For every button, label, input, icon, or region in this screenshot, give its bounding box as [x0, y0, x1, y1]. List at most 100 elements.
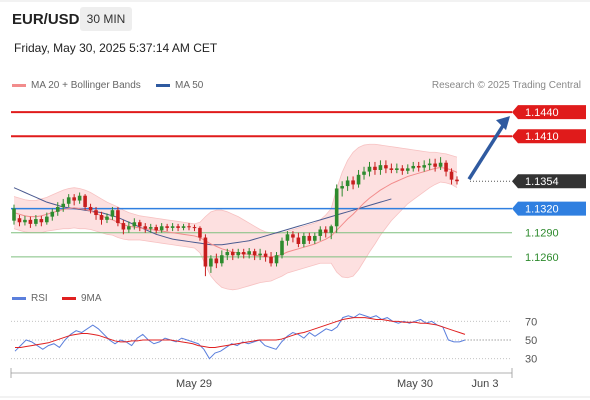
candle-body — [313, 235, 317, 241]
candle-body — [356, 174, 361, 185]
candle-body — [318, 229, 323, 236]
candle-body — [77, 195, 82, 201]
symbol-title: EUR/USD — [12, 11, 80, 28]
candle-body — [61, 203, 66, 207]
level-tag-1.1354 — [512, 174, 586, 189]
candle-body — [214, 258, 219, 264]
candle-body — [438, 162, 443, 167]
candle-body — [121, 223, 126, 230]
ma50-line — [13, 187, 392, 246]
candle-body — [176, 226, 180, 228]
candle-body — [192, 227, 197, 229]
candle-body — [269, 256, 273, 264]
candle-body — [241, 252, 246, 255]
candle-body — [274, 255, 279, 264]
candle-body — [17, 218, 22, 223]
candle-body — [23, 219, 27, 223]
candle-body — [345, 180, 350, 187]
candle-body — [28, 219, 33, 224]
candle-body — [83, 195, 87, 207]
candle-body — [110, 210, 115, 217]
rsi-tick-label-50: 50 — [525, 335, 537, 347]
candle-body — [422, 165, 426, 168]
candle-body — [165, 226, 169, 228]
candle-body — [291, 234, 295, 238]
level-label-1.1290: 1.1290 — [525, 228, 559, 240]
forecast-arrow-shaft — [467, 123, 506, 181]
candle-body — [225, 252, 230, 256]
legend-label-rsi: RSI — [31, 293, 48, 304]
candle-body — [148, 227, 153, 229]
bollinger-bands-area — [14, 144, 457, 290]
candle-body — [66, 197, 71, 204]
candle-body — [395, 168, 399, 170]
candle-body — [50, 211, 55, 217]
candle-body — [72, 197, 76, 201]
candle-body — [323, 229, 328, 233]
level-label-1.1440: 1.1440 — [525, 107, 559, 119]
ma20-line — [13, 167, 458, 258]
candle-body — [34, 219, 38, 224]
rsi-tick-label-30: 30 — [525, 354, 537, 366]
candle-body — [94, 210, 98, 216]
candle-body — [143, 226, 148, 229]
legend-label-ma50: MA 50 — [175, 80, 204, 91]
candle-body — [187, 226, 191, 228]
candle-body — [296, 237, 301, 244]
candle-body — [220, 255, 224, 264]
candle-body — [384, 165, 388, 169]
candle-body — [12, 208, 16, 221]
legend-9ma: 9MA — [62, 293, 102, 304]
legend-ma50: MA 50 — [156, 80, 203, 91]
level-tag-1.1440 — [512, 105, 586, 120]
legend-label-9ma: 9MA — [81, 293, 102, 304]
candle-body — [411, 165, 416, 169]
forecast-arrow-head — [496, 116, 510, 131]
candle-body — [209, 258, 213, 267]
candle-body — [389, 168, 394, 170]
x-axis-label: May 29 — [176, 378, 212, 390]
candle-body — [263, 253, 268, 257]
x-axis-label: May 30 — [397, 378, 433, 390]
timestamp: Friday, May 30, 2025 5:37:14 AM CET — [14, 41, 218, 55]
candle-body — [88, 206, 93, 211]
candle-body — [181, 226, 186, 228]
candle-body — [362, 171, 366, 175]
candle-body — [116, 210, 120, 224]
level-label-1.1354: 1.1354 — [525, 176, 559, 188]
candle-body — [307, 235, 312, 241]
candle-body — [55, 206, 60, 212]
legend-ma20: MA 20 + Bollinger Bands — [12, 80, 141, 91]
candle-body — [154, 227, 158, 231]
candle-body — [280, 240, 284, 256]
candle-body — [127, 226, 131, 230]
candle-body — [252, 251, 257, 256]
candle-body — [334, 188, 339, 227]
legend-swatch-ma20 — [12, 83, 26, 87]
candle-body — [45, 216, 49, 223]
candle-body — [137, 222, 142, 227]
timeframe-button[interactable]: 30 MIN — [80, 7, 132, 31]
candle-body — [449, 171, 454, 180]
legend-swatch-ma50 — [156, 83, 170, 87]
candle-body — [247, 251, 251, 255]
legend-rsi: RSI — [12, 293, 48, 304]
candle-body — [416, 165, 421, 168]
candle-body — [329, 226, 334, 233]
level-label-1.1320: 1.1320 — [525, 204, 559, 216]
rsi-tick-label-70: 70 — [525, 316, 537, 328]
candle-body — [427, 163, 432, 166]
x-axis-label: Jun 3 — [472, 378, 499, 390]
candle-body — [132, 222, 137, 227]
candle-body — [378, 165, 383, 170]
candle-body — [285, 234, 290, 241]
legend-swatch-9ma — [62, 296, 76, 300]
candle-body — [455, 179, 459, 182]
legend-swatch-rsi — [12, 296, 26, 300]
candles — [12, 157, 459, 277]
candle-body — [159, 226, 164, 231]
candle-body — [236, 252, 241, 256]
candle-body — [99, 215, 104, 220]
